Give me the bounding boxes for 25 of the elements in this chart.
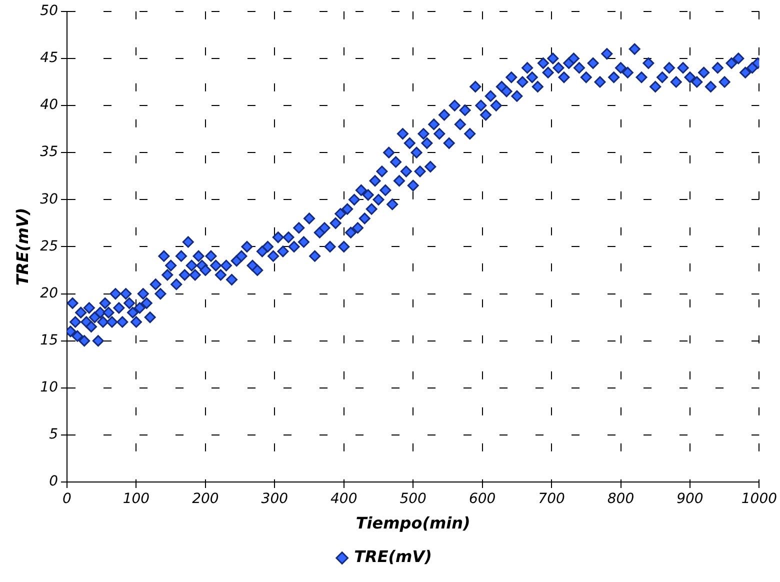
y-tick-label: 35	[40, 144, 58, 160]
x-tick-label: 600	[468, 491, 496, 508]
y-tick-label: 15	[40, 332, 58, 348]
x-tick-label: 400	[330, 491, 358, 508]
y-tick-label: 45	[40, 50, 58, 66]
x-tick-label: 100	[122, 491, 150, 508]
x-tick-label: 300	[261, 491, 288, 508]
y-tick-label: 20	[40, 285, 58, 302]
y-tick-label: 5	[49, 426, 58, 443]
y-tick-label: 30	[40, 191, 58, 208]
y-tick-label: 50	[40, 3, 58, 20]
x-tick-label: 900	[676, 491, 704, 508]
y-tick-label: 10	[40, 380, 58, 396]
x-tick-label: 500	[400, 491, 427, 508]
x-tick-label: 800	[607, 491, 634, 508]
x-tick-label: 200	[192, 491, 219, 508]
y-axis-title: TRE(mV)	[12, 208, 32, 286]
x-tick-label: 700	[538, 491, 565, 508]
y-tick-label: 40	[40, 97, 58, 114]
x-tick-label: 0	[62, 491, 72, 508]
x-axis-title: Tiempo(min)	[356, 514, 470, 533]
legend-label: TRE(mV)	[354, 547, 432, 566]
y-tick-label: 0	[49, 474, 58, 490]
y-tick-label: 25	[40, 238, 58, 254]
x-tick-label: 1000	[741, 491, 778, 508]
